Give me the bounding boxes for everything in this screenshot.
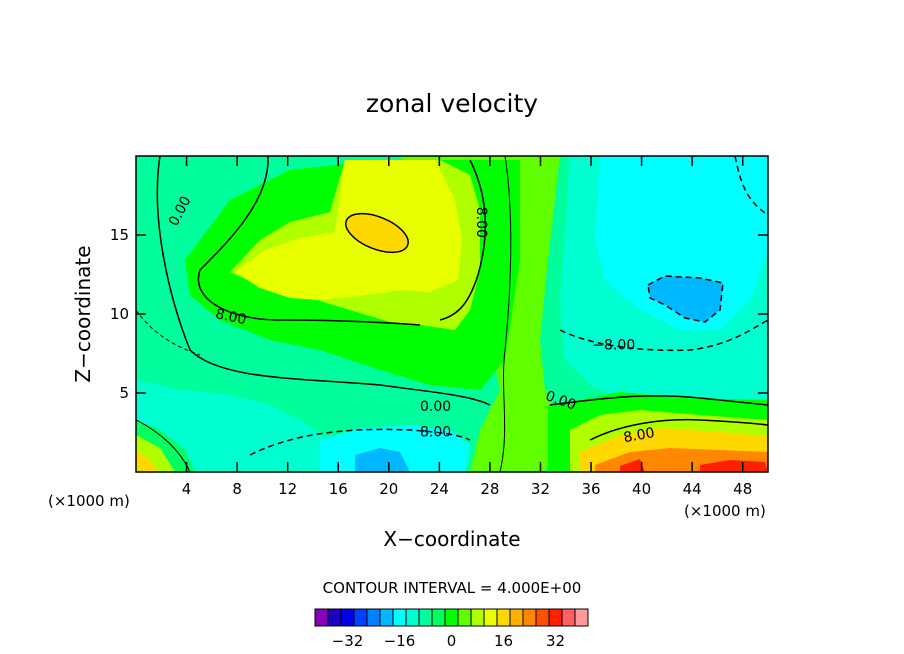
y-tick-label: 5 xyxy=(119,384,129,402)
field-region-east-cyan xyxy=(595,156,768,330)
field-region-southwest-teal xyxy=(136,380,330,472)
x-tick-label: 40 xyxy=(632,480,651,498)
contour-neg-eight-east xyxy=(559,319,768,352)
x-tick-label: 44 xyxy=(683,480,702,498)
colorbar-label: −32 xyxy=(332,632,364,650)
x-tick-label: 20 xyxy=(379,480,398,498)
field-region-southwest-yellow xyxy=(136,450,158,472)
contour-label: 8.00 xyxy=(420,425,451,441)
colorbar-swatch xyxy=(418,608,433,627)
contour-zero-east xyxy=(549,395,768,406)
colorbar-swatch xyxy=(522,608,537,627)
x-multiplier-label: (×1000 m) xyxy=(684,502,766,520)
contour-eight-east xyxy=(589,418,768,441)
colorbar-swatch xyxy=(535,608,550,627)
colorbar-swatch xyxy=(379,608,394,627)
contour-neg-eight-northeast xyxy=(734,156,768,216)
contour-label: 8.00 xyxy=(473,207,489,238)
contour-label: −8.00 xyxy=(592,338,635,354)
colorbar-swatch xyxy=(340,608,355,627)
contour-interval-text: CONTOUR INTERVAL = 4.000E+00 xyxy=(323,579,582,597)
colorbar-swatch xyxy=(470,608,485,627)
colorbar-swatch xyxy=(366,608,381,627)
contour-sixteen-max xyxy=(345,212,409,254)
contour-eight-west xyxy=(197,156,421,326)
x-axis-label: X−coordinate xyxy=(383,527,520,551)
x-tick-label: 16 xyxy=(329,480,348,498)
colorbar xyxy=(314,608,589,627)
field-region-south-blue xyxy=(355,448,410,472)
x-tick-label: 8 xyxy=(232,480,242,498)
colorbar-swatch xyxy=(483,608,498,627)
x-tick-label: 24 xyxy=(430,480,449,498)
colorbar-swatch xyxy=(314,608,329,627)
x-tick-label: 32 xyxy=(531,480,550,498)
y-axis-label: Z−coordinate xyxy=(71,245,95,382)
contour-thin-central xyxy=(499,156,512,472)
colorbar-label: −16 xyxy=(384,632,416,650)
x-axis-ticks: 4 8 12 16 20 24 28 32 36 40 44 48 xyxy=(182,156,752,498)
contour-eight-center xyxy=(439,159,487,321)
colorbar-swatch xyxy=(561,608,576,627)
plot-area xyxy=(136,156,768,472)
contour-zero-west xyxy=(156,156,491,406)
y-tick-label: 15 xyxy=(110,226,129,244)
x-tick-label: 12 xyxy=(278,480,297,498)
x-tick-label: 28 xyxy=(480,480,499,498)
z-multiplier-label: (×1000 m) xyxy=(48,492,130,510)
contour-neg-sixteen-east xyxy=(647,275,724,323)
colorbar-label: 32 xyxy=(546,632,565,650)
field-region-southeast-red-west xyxy=(620,459,645,472)
x-tick-label: 4 xyxy=(182,480,192,498)
colorbar-swatch xyxy=(509,608,524,627)
colorbar-swatch xyxy=(405,608,420,627)
chart-title: zonal velocity xyxy=(366,89,538,118)
contour-label: 8.00 xyxy=(214,306,248,328)
field-region-east-blue xyxy=(648,276,723,322)
colorbar-swatch xyxy=(548,608,563,627)
colorbar-labels: −32 −16 0 16 32 xyxy=(332,632,565,650)
colorbar-swatch xyxy=(431,608,446,627)
y-tick-label: 10 xyxy=(110,305,129,323)
x-tick-label: 36 xyxy=(581,480,600,498)
contour-neg-eight-south xyxy=(249,428,471,456)
contour-label: 0.00 xyxy=(420,399,451,415)
colorbar-label: 0 xyxy=(447,632,457,650)
colorbar-swatch xyxy=(444,608,459,627)
y-axis-ticks: 5 10 15 xyxy=(110,226,768,402)
colorbar-swatch xyxy=(392,608,407,627)
colorbar-swatch xyxy=(496,608,511,627)
colorbar-swatch xyxy=(457,608,472,627)
colorbar-swatch xyxy=(327,608,342,627)
contour-thin-west xyxy=(136,309,201,356)
colorbar-swatch xyxy=(574,608,589,627)
colorbar-label: 16 xyxy=(494,632,513,650)
colorbar-swatch xyxy=(353,608,368,627)
contour-label: 8.00 xyxy=(622,425,655,446)
x-tick-label: 48 xyxy=(733,480,752,498)
field-region-southeast-red-east xyxy=(700,460,768,472)
